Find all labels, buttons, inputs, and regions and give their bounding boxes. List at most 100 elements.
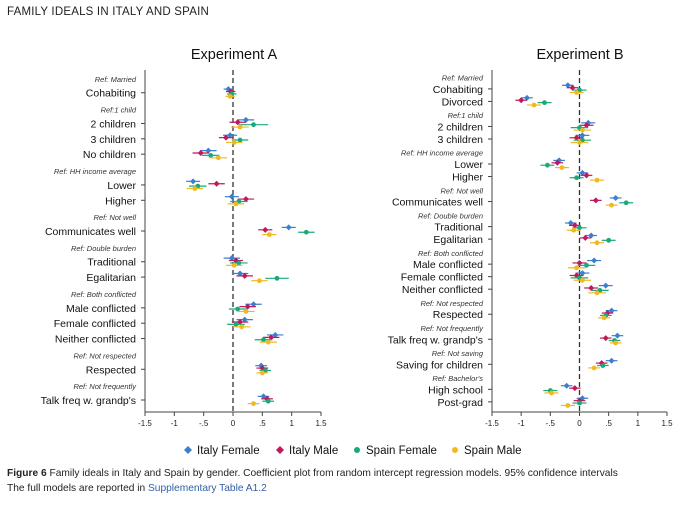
coefficient-row-label: 2 children	[437, 121, 483, 133]
point-italy-female	[228, 193, 235, 200]
point-italy-male	[571, 222, 578, 229]
point-italy-male	[588, 284, 595, 291]
coefficient-row-label: Neither conflicted	[55, 334, 136, 346]
point-spain-male	[580, 127, 585, 133]
point-spain-male	[266, 232, 272, 238]
caption-text: Family ideals in Italy and Spain by gend…	[46, 468, 618, 479]
point-spain-female	[208, 152, 214, 158]
coefficient-row-label: Female conflicted	[401, 272, 483, 284]
reference-category-label: Ref: Not well	[93, 213, 136, 222]
point-italy-female	[242, 116, 249, 123]
point-spain-male	[577, 140, 582, 145]
supplementary-table-link[interactable]: Supplementary Table A1.2	[148, 483, 267, 494]
x-tick-label: 1	[289, 419, 294, 428]
reference-category-label: Ref: HH income average	[401, 149, 483, 158]
coefficient-row-label: 3 children	[437, 134, 483, 146]
point-spain-male	[601, 315, 607, 321]
reference-category-label: Ref: Not frequently	[420, 324, 484, 333]
point-italy-male	[268, 334, 275, 341]
point-spain-female	[236, 260, 242, 266]
x-tick-label: -1.5	[485, 419, 499, 428]
point-italy-male	[518, 97, 525, 104]
x-tick-label: -1	[518, 419, 526, 428]
point-italy-female	[228, 255, 235, 262]
point-spain-female	[233, 321, 239, 327]
x-tick-label: 1	[636, 419, 641, 428]
point-spain-female	[600, 363, 606, 368]
reference-category-label: Ref: Double burden	[418, 211, 483, 220]
point-spain-male	[594, 290, 600, 296]
point-italy-male	[237, 318, 244, 325]
point-spain-male	[192, 186, 198, 191]
point-italy-female	[272, 331, 279, 338]
reference-category-label: Ref: Married	[442, 74, 484, 83]
coefficient-row-label: Male conflicted	[413, 259, 483, 271]
reference-category-label: Ref: Bachelor's	[432, 374, 483, 383]
x-tick-label: 0	[577, 419, 582, 428]
point-spain-female	[542, 100, 547, 106]
coefficient-row-label: Egalitarian	[86, 272, 136, 284]
point-italy-female	[608, 307, 615, 314]
point-italy-female	[241, 316, 248, 323]
x-tick-label: -.5	[199, 419, 209, 428]
point-spain-female	[574, 175, 579, 181]
point-spain-female	[584, 262, 589, 268]
point-spain-male	[559, 165, 565, 171]
point-italy-male	[262, 226, 269, 233]
coefficient-row-label: Divorced	[442, 96, 484, 108]
point-spain-female	[251, 122, 256, 128]
coefficient-row-label: Respected	[433, 309, 483, 321]
point-italy-female	[285, 224, 292, 231]
legend-marker-italy-female	[184, 446, 192, 454]
reference-category-label: Ref: Not well	[440, 186, 483, 195]
point-spain-male	[531, 102, 537, 108]
reference-category-label: Ref: Not respected	[420, 299, 483, 308]
panel-title: Experiment A	[191, 47, 278, 63]
point-italy-male	[242, 196, 249, 203]
figure-caption: Figure 6 Family ideals in Italy and Spai…	[7, 466, 683, 496]
point-spain-male	[574, 265, 579, 271]
point-italy-male	[234, 119, 241, 126]
point-italy-male	[573, 134, 580, 141]
coefficient-row-label: Saving for children	[396, 359, 483, 371]
x-tick-label: 1.5	[661, 419, 673, 428]
point-spain-female	[235, 306, 241, 312]
point-italy-female	[612, 194, 619, 201]
coefficient-row-label: Egalitarian	[433, 234, 483, 246]
point-spain-female	[623, 200, 629, 206]
point-spain-male	[591, 365, 597, 371]
point-spain-male	[243, 309, 249, 314]
panel-title: Experiment B	[536, 47, 623, 63]
point-italy-female	[579, 132, 586, 139]
x-tick-label: -1	[171, 419, 179, 428]
point-italy-male	[571, 385, 578, 392]
point-italy-female	[614, 332, 621, 339]
point-spain-male	[580, 277, 585, 283]
point-italy-female	[563, 382, 570, 389]
point-italy-male	[244, 303, 251, 310]
point-italy-male	[213, 180, 220, 187]
x-tick-label: .5	[605, 419, 612, 428]
x-tick-label: -1.5	[138, 419, 152, 428]
point-italy-female	[524, 94, 530, 101]
point-italy-male	[582, 234, 589, 241]
point-spain-male	[613, 340, 619, 346]
coefficient-row-label: Communicates well	[392, 197, 483, 209]
point-spain-female	[577, 400, 582, 406]
point-italy-male	[197, 149, 204, 156]
point-italy-female	[579, 270, 586, 277]
point-spain-male	[237, 124, 243, 130]
point-spain-male	[259, 370, 265, 376]
coefficient-row-label: Higher	[105, 195, 136, 207]
reference-category-label: Ref:1 child	[448, 111, 484, 120]
point-italy-female	[227, 132, 234, 139]
point-spain-male	[239, 324, 245, 330]
coefficient-row-label: Male conflicted	[66, 303, 136, 315]
legend-label: Spain Female	[366, 445, 437, 457]
coefficient-row-label: Lower	[107, 180, 136, 192]
point-spain-male	[574, 90, 579, 95]
point-italy-male	[576, 259, 583, 266]
legend-marker-italy-male	[276, 446, 284, 454]
point-spain-male	[251, 401, 256, 407]
legend-marker-spain-female	[354, 447, 360, 453]
